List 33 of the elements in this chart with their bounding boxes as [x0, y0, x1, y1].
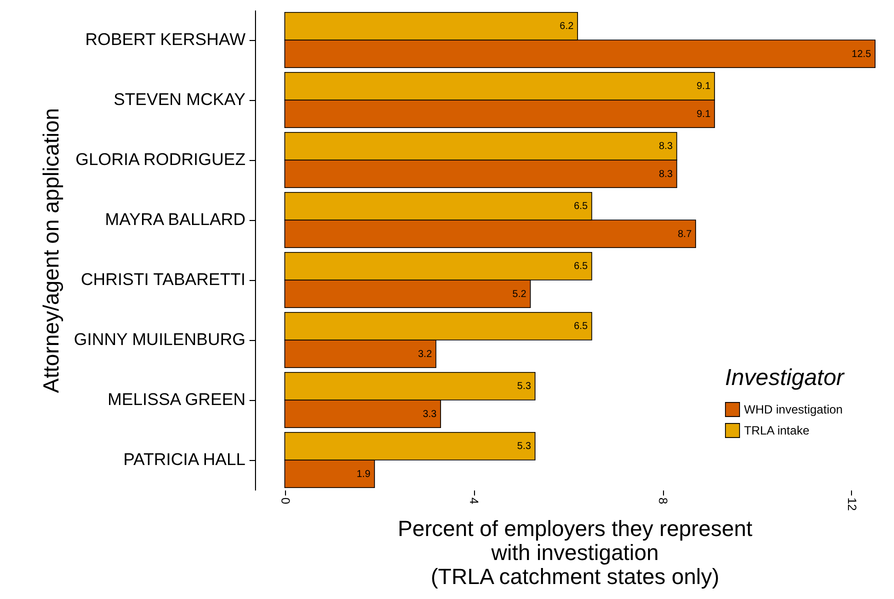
- x-axis-title: Percent of employers they represent with investigation (TRLA catchment states only): [398, 516, 752, 589]
- data-label: 5.2: [512, 288, 527, 300]
- data-label: 8.7: [678, 228, 692, 240]
- y-tick-label: GINNY MUILENBURG: [74, 330, 246, 349]
- data-label: 9.1: [696, 108, 711, 120]
- data-label: 8.3: [658, 168, 674, 180]
- y-tick-label: MELISSA GREEN: [108, 390, 246, 409]
- y-tick-label: CHRISTI TABARETTI: [80, 270, 246, 289]
- data-label: 8.3: [658, 141, 674, 152]
- legend-label: TRLA intake: [744, 424, 810, 438]
- data-label: 6.2: [560, 21, 574, 32]
- y-tick-label: MAYRA BALLARD: [105, 210, 246, 229]
- legend-title: Investigator: [725, 364, 846, 390]
- y-tick-label: STEVEN MCKAY: [114, 90, 246, 109]
- y-tick-label: PATRICIA HALL: [123, 450, 246, 469]
- data-label: 12.5: [852, 48, 872, 60]
- data-label: 6.5: [574, 321, 588, 332]
- data-label: 3.2: [418, 348, 432, 360]
- y-tick-label: ROBERT KERSHAW: [85, 30, 246, 49]
- data-label: 3.3: [422, 408, 438, 420]
- x-tick-label: 0: [278, 498, 292, 504]
- x-tick-label: 8: [656, 498, 670, 504]
- y-tick-label: GLORIA RODRIGUEZ: [75, 150, 246, 169]
- data-label: 6.5: [574, 201, 588, 212]
- data-label: 1.9: [356, 468, 371, 480]
- data-label: 5.3: [517, 381, 532, 392]
- data-label: 6.5: [574, 261, 588, 272]
- data-label: 9.1: [696, 81, 711, 92]
- y-axis-title: Attorney/agent on application: [38, 108, 64, 393]
- data-label: 5.3: [517, 441, 532, 452]
- x-tick-label: 4: [467, 498, 482, 504]
- x-tick-label: 12: [844, 498, 859, 512]
- legend-label: WHD investigation: [744, 402, 843, 416]
